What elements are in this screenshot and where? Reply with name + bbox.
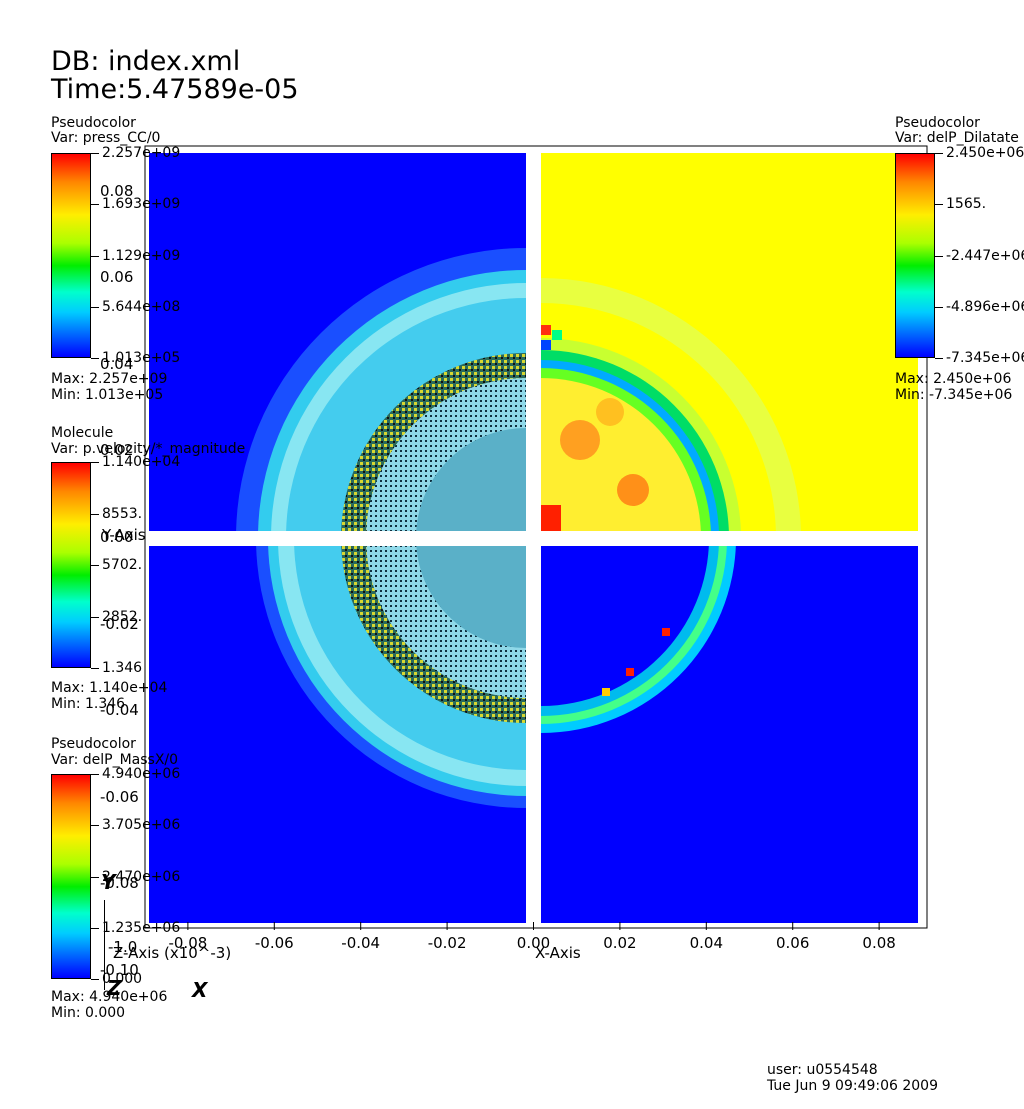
colorbar-tick-label: 4.940e+06: [102, 766, 181, 782]
colorbar-tick-label: 0.000: [102, 971, 143, 987]
colorbar-tick: [91, 462, 99, 463]
colorbar-tick: [91, 774, 99, 775]
colorbar-tick-label: 1.346: [102, 660, 143, 676]
database-title: DB: index.xml: [51, 46, 241, 77]
legend-press-max: Max: 2.257e+09: [51, 371, 168, 387]
colorbar-tick: [91, 358, 99, 359]
y-tick-label: -0.06: [100, 787, 139, 806]
y-tick-label: -0.10: [100, 960, 139, 979]
legend-press-var: Var: press_CC/0: [51, 130, 161, 146]
legend-dilatate-max: Max: 2.450e+06: [895, 371, 1012, 387]
colorbar-tick-label: -7.345e+06: [946, 350, 1024, 366]
colorbar-tick-label: 3.705e+06: [102, 817, 181, 834]
legend-press-colorbar: [51, 153, 91, 358]
y-tick-label: 0.08: [100, 181, 134, 200]
x-axis-ticks: [187, 922, 880, 930]
x-tick-label: 0.04: [689, 934, 723, 952]
plot-frame: [144, 145, 928, 929]
colorbar-tick: [91, 204, 99, 206]
colorbar-tick-label: -2.447e+06: [946, 247, 1024, 264]
x-tick-label: -0.02: [427, 934, 467, 952]
colorbar-tick: [91, 876, 99, 878]
colorbar-tick: [935, 153, 943, 154]
colorbar-tick: [91, 306, 99, 308]
legend-dilatate-var: Var: delP_Dilatate: [895, 130, 1019, 146]
footer-date: Tue Jun 9 09:49:06 2009: [767, 1078, 939, 1094]
legend-velocity-colorbar: [51, 462, 91, 668]
colorbar-tick-label: 5.644e+08: [102, 298, 181, 315]
colorbar-tick-label: 1.013e+05: [102, 350, 181, 366]
legend-press-kind: Pseudocolor: [51, 115, 136, 131]
y-tick-label: 0.02: [100, 441, 134, 460]
colorbar-tick-label: 2.470e+06: [102, 868, 181, 885]
y-tick-label: 0.00: [100, 528, 134, 546]
z-axis-label: Z-Axis (x10^-3): [113, 944, 232, 962]
legend-massx-max: Max: 4.940e+06: [51, 989, 168, 1005]
x-tick-label: -0.08: [168, 934, 208, 952]
legend-massx-colorbar: [51, 774, 91, 979]
colorbar-tick: [935, 358, 943, 359]
x-tick-label: 0.08: [862, 934, 896, 952]
colorbar-tick: [91, 616, 99, 618]
colorbar-tick: [91, 668, 99, 669]
colorbar-tick: [935, 306, 943, 308]
triad-x-label: X: [192, 978, 208, 1002]
colorbar-tick: [91, 979, 99, 980]
footer-user: user: u0554548: [767, 1062, 878, 1078]
legend-velocity-max: Max: 1.140e+04: [51, 680, 168, 696]
panel-massx: [541, 546, 918, 923]
triad-y-label: Y: [101, 870, 116, 894]
x-tick-label: -0.06: [254, 934, 294, 952]
triad-y-line: [104, 900, 105, 990]
legend-press-min: Min: 1.013e+05: [51, 387, 164, 403]
legend-massx-min: Min: 0.000: [51, 1005, 126, 1021]
colorbar-tick-label: 8553.: [102, 505, 143, 522]
legend-dilatate-kind: Pseudocolor: [895, 115, 980, 131]
z-tick-label: -1.0: [108, 938, 138, 956]
legend-dilatate-colorbar: [895, 153, 935, 358]
colorbar-tick: [91, 513, 99, 515]
colorbar-tick: [935, 204, 943, 206]
panel-velocity: [149, 546, 526, 923]
y-tick-label: -0.02: [100, 614, 139, 633]
x-axis-label: X-Axis: [535, 944, 581, 962]
y-tick-label: -0.04: [100, 701, 139, 720]
y-tick-label: 0.04: [100, 354, 134, 373]
colorbar-tick-label: 2.257e+09: [102, 145, 181, 161]
colorbar-tick: [91, 825, 99, 827]
colorbar-tick-label: 1.140e+04: [102, 454, 181, 470]
y-axis-label: Y-Axis: [102, 526, 146, 544]
colorbar-tick-label: -4.896e+06: [946, 298, 1024, 315]
legend-massx-kind: Pseudocolor: [51, 736, 136, 752]
legend-massx-var: Var: delP_MassX/0: [51, 752, 179, 768]
colorbar-tick-label: 5702.: [102, 557, 143, 573]
colorbar-tick: [91, 565, 99, 566]
colorbar-tick-label: 1565.: [946, 196, 987, 213]
legend-velocity-kind: Molecule: [51, 425, 114, 441]
colorbar-tick-label: 2.450e+06: [946, 145, 1024, 161]
colorbar-tick: [91, 153, 99, 154]
y-tick-label: 0.06: [100, 268, 134, 287]
legend-velocity-min: Min: 1.346: [51, 696, 126, 712]
colorbar-tick-label: 1.129e+09: [102, 247, 181, 264]
panel-dilatate: [541, 153, 918, 531]
x-tick-label: -0.04: [341, 934, 381, 952]
colorbar-tick: [935, 255, 943, 257]
time-title: Time:5.47589e-05: [51, 74, 299, 105]
colorbar-tick-label: 2852.: [102, 608, 143, 625]
colorbar-tick-label: 1.693e+09: [102, 196, 181, 213]
colorbar-tick: [91, 927, 99, 929]
panel-press: [149, 153, 526, 531]
x-tick-label: 0.06: [776, 934, 810, 952]
x-tick-label: 0.00: [516, 934, 551, 952]
legend-velocity-var: Var: p.velocity/*_magnitude: [51, 441, 246, 457]
colorbar-tick-label: 1.235e+06: [102, 919, 181, 936]
triad-z-label: Z: [107, 976, 122, 1000]
y-tick-label: -0.08: [100, 874, 139, 893]
x-tick-label: 0.02: [603, 934, 637, 952]
colorbar-tick: [91, 255, 99, 257]
legend-dilatate-min: Min: -7.345e+06: [895, 387, 1013, 403]
